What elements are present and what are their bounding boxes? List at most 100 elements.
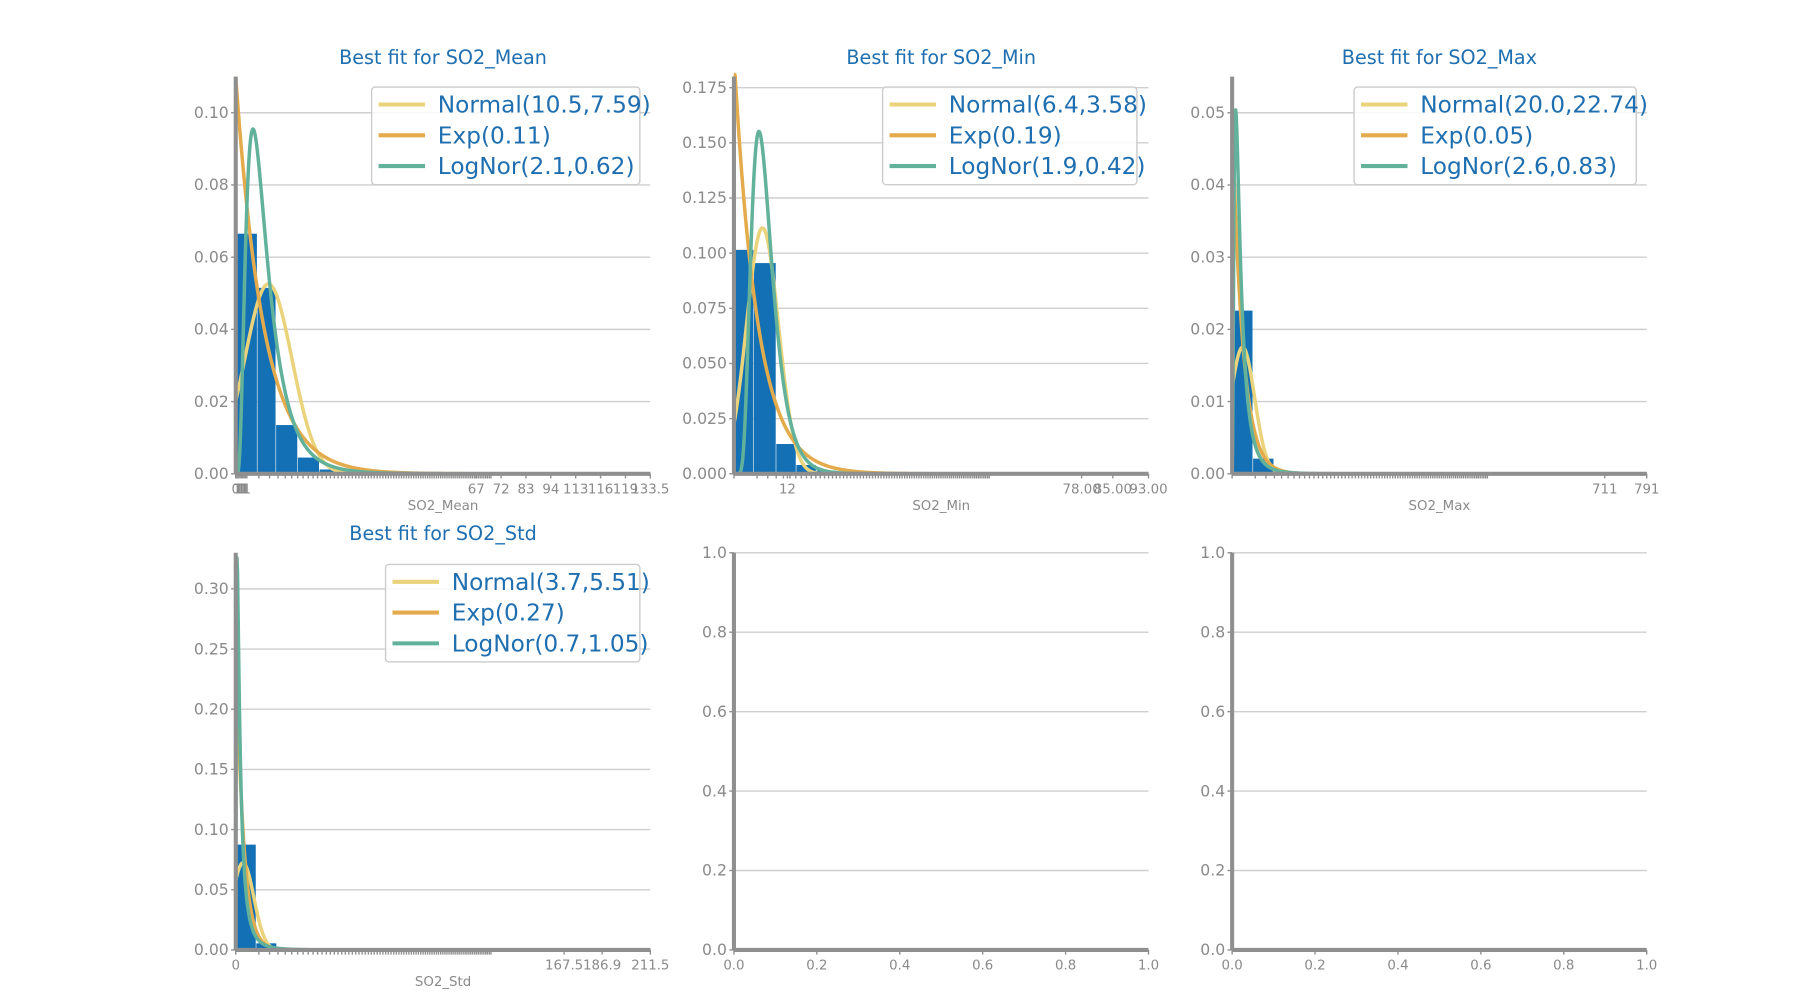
subplot-title: Best fit for SO2_Max — [1342, 46, 1537, 69]
legend-item-lognorm-label: LogNor(0.7,1.05) — [452, 630, 649, 657]
hist-bar — [319, 469, 338, 474]
tick-label-x: 711 — [1592, 483, 1617, 498]
tick-label-y: 0.10 — [194, 820, 229, 839]
tick-label-x: 1.0 — [1636, 959, 1657, 974]
tick-label-y: 0.20 — [194, 699, 229, 718]
tick-label-x: 186.9 — [583, 959, 621, 974]
tick-x-dense — [1231, 473, 1489, 479]
legend-item-lognorm-label: LogNor(2.1,0.62) — [438, 153, 635, 180]
hist-bar — [297, 457, 320, 474]
tick-label-x: 94 — [542, 483, 559, 498]
tick-label-x: 0.4 — [889, 959, 910, 974]
legend-item-exp-label: Exp(0.27) — [452, 600, 565, 627]
tick-label-y: 0.01 — [1190, 392, 1225, 411]
tick-label-y: 0.075 — [682, 299, 727, 318]
subplot-3: 0.00 0.01 0.02 0.03 0.04 0.05 711 791 SO2_Max Bes… — [1190, 46, 1659, 514]
tick-label-x: 119 — [613, 483, 638, 498]
tick-label-y: 0.30 — [194, 579, 229, 598]
tick-label-x: 85.00 — [1094, 483, 1132, 498]
legend-item-lognorm-label: LogNor(2.6,0.83) — [1420, 153, 1617, 180]
tick-label-x: 167.5 — [545, 959, 583, 974]
subplot-title: Best fit for SO2_Std — [349, 522, 536, 545]
legend-item-normal-label: Normal(6.4,3.58) — [949, 92, 1147, 119]
tick-label-y: 0.0 — [1200, 940, 1225, 959]
x-axis-label: SO2_Mean — [408, 499, 479, 514]
tick-label-y: 0.6 — [702, 702, 727, 721]
hist-bar — [257, 287, 276, 474]
tick-label-x: 1 — [243, 483, 252, 498]
legend: Normal(3.7,5.51) Exp(0.27) LogNor(0.7,1.05… — [384, 563, 650, 663]
tick-label-x: 0.4 — [1387, 959, 1408, 974]
tick-label-y: 0.03 — [1190, 247, 1225, 266]
tick-x-dense — [733, 473, 990, 479]
tick-label-x: 1 — [236, 483, 245, 498]
tick-label-x: 791 — [1634, 483, 1659, 498]
tick-label-x: 0.2 — [806, 959, 827, 974]
legend-frame — [1353, 86, 1637, 186]
tick-label-y: 0.2 — [702, 861, 727, 880]
tick-label-y: 0.2 — [1200, 861, 1225, 880]
legend-item-exp-label: Exp(0.11) — [438, 122, 551, 149]
subplot-title: Best fit for SO2_Min — [846, 46, 1036, 69]
tick-label-x: 1 — [234, 483, 243, 498]
tick-label-y: 0.04 — [1190, 175, 1225, 194]
tick-label-x: 83 — [517, 483, 534, 498]
tick-label-x: 0 — [231, 483, 240, 498]
tick-label-y: 0.15 — [194, 760, 229, 779]
tick-label-y: 0.00 — [194, 940, 229, 959]
legend: Normal(6.4,3.58) Exp(0.19) LogNor(1.9,0.42… — [881, 86, 1147, 186]
legend-frame — [881, 86, 1138, 186]
tick-label-x: 1 — [233, 483, 242, 498]
tick-label-x: 0.8 — [1553, 959, 1574, 974]
tick-label-y: 0.02 — [194, 392, 229, 411]
tick-label-y: 0.8 — [1200, 622, 1225, 641]
legend-item-normal-label: Normal(10.5,7.59) — [438, 92, 651, 119]
legend: Normal(20.0,22.74) Exp(0.05) LogNor(2.6,0.… — [1353, 86, 1648, 186]
tick-label-x: 1 — [238, 483, 246, 498]
tick-label-y: 0.175 — [682, 78, 727, 97]
legend-frame — [384, 563, 641, 663]
subplot-title: Best fit for SO2_Mean — [339, 46, 547, 69]
legend-item-exp-label: Exp(0.19) — [949, 122, 1062, 149]
tick-label-x: 78.00 — [1063, 483, 1101, 498]
tick-label-x: 1 — [241, 483, 250, 498]
tick-label-y: 0.4 — [1200, 781, 1225, 800]
legend-frame — [370, 86, 641, 186]
tick-label-y: 0.125 — [682, 188, 727, 207]
tick-label-x: 1 — [240, 483, 249, 498]
fit-curve-exp — [234, 624, 652, 952]
x-axis-label: SO2_Min — [912, 499, 970, 514]
tick-label-y: 0.05 — [1190, 103, 1225, 122]
fit-curve-normal — [234, 861, 652, 952]
tick-label-y: 0.025 — [682, 409, 727, 428]
tick-label-y: 1.0 — [1200, 543, 1225, 562]
subplot-4: 0.00 0.05 0.10 0.15 0.20 0.25 0.30 0 167.5 186.9 2… — [194, 522, 670, 990]
tick-label-x: 93.00 — [1129, 483, 1167, 498]
legend: Normal(10.5,7.59) Exp(0.11) LogNor(2.1,0.6… — [370, 86, 651, 186]
tick-label-x: 67 — [468, 483, 485, 498]
tick-label-x: 1 — [237, 483, 246, 498]
tick-label-y: 0.150 — [682, 133, 727, 152]
tick-label-y: 0.8 — [702, 622, 727, 641]
tick-label-x: 133.5 — [631, 483, 669, 498]
fit-curve-normal — [234, 282, 652, 476]
tick-label-y: 0.100 — [682, 243, 727, 262]
tick-label-y: 0.10 — [194, 103, 229, 122]
tick-label-y: 0.08 — [194, 175, 229, 194]
tick-label-x: 211.5 — [631, 959, 669, 974]
tick-label-x: 12 — [779, 483, 796, 498]
x-axis-label: SO2_Std — [415, 975, 471, 990]
tick-label-x: 0 — [231, 959, 240, 974]
legend-item-lognorm-label: LogNor(1.9,0.42) — [949, 153, 1146, 180]
tick-label-y: 0.25 — [194, 639, 229, 658]
tick-label-y: 0.6 — [1200, 702, 1225, 721]
legend-item-exp-label: Exp(0.05) — [1420, 122, 1533, 149]
hist-bar — [776, 444, 796, 474]
tick-label-x: 0.2 — [1304, 959, 1325, 974]
tick-label-y: 0.0 — [702, 940, 727, 959]
tick-label-y: 0.000 — [682, 464, 727, 483]
tick-label-y: 0.06 — [194, 247, 229, 266]
